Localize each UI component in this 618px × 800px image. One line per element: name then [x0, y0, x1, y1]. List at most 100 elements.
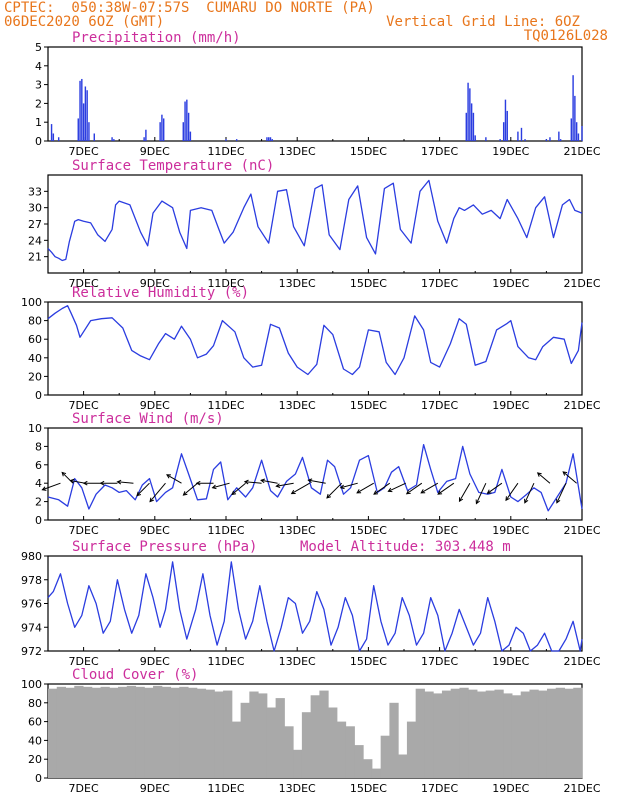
wind-arrow [276, 482, 294, 487]
wind-arrow-head [195, 480, 201, 486]
humidity-title: Relative Humidity (%) [72, 285, 249, 301]
precip-bar [570, 118, 573, 141]
precip-bar [143, 137, 145, 141]
cloud-cover-x-tick-label: 13DEC [279, 782, 316, 795]
precipitation-x-tick-label: 13DEC [279, 145, 316, 158]
grid-line-note: Vertical Grid Line: 6OZ [386, 14, 580, 30]
precipitation-x-tick-label: 21DEC [563, 145, 600, 158]
wind-x-tick-label: 19DEC [492, 524, 529, 537]
cloud-bar [538, 690, 548, 778]
wind-y-tick-label: 2 [35, 496, 42, 509]
humidity-frame [47, 301, 583, 396]
precip-bar [184, 101, 186, 141]
precip-bar [269, 137, 272, 141]
precipitation-x-tick-label: 11DEC [207, 145, 244, 158]
cloud-bar [153, 685, 163, 778]
pressure-x-tick-label: 15DEC [350, 655, 387, 668]
precipitation-y-tick-label: 1 [35, 116, 42, 129]
wind-arrow [136, 482, 150, 496]
cloud-bar [345, 726, 355, 778]
cloud-cover-y-tick-label: 100 [21, 678, 42, 691]
wind-arrow [231, 482, 246, 495]
cloud-bar [450, 688, 460, 778]
humidity-y-tick-label: 20 [28, 370, 42, 383]
cloud-bar [231, 721, 242, 778]
humidity-y-tick-label: 60 [28, 333, 42, 346]
temperature-y-tick-label: 27 [28, 218, 42, 231]
cloud-bar [135, 686, 145, 778]
temperature-y-tick-label: 21 [28, 251, 42, 264]
cloud-cover-y-tick-label: 60 [28, 716, 42, 729]
precip-bar [549, 137, 551, 141]
precipitation-panel [44, 46, 583, 142]
wind-x-tick-label: 11DEC [207, 524, 244, 537]
cloud-bar [91, 687, 102, 778]
cloud-cover-x-tick-label: 7DEC [69, 782, 99, 795]
precipitation-x-tick-label: 9DEC [140, 145, 170, 158]
precip-bar [465, 112, 468, 141]
wind-arrow-head [211, 484, 217, 490]
wind-arrow [487, 482, 503, 494]
temperature-x-tick-label: 15DEC [350, 277, 387, 290]
wind-y-tick-label: 6 [35, 459, 42, 472]
humidity-x-tick-label: 13DEC [279, 399, 316, 412]
precip-bar [235, 139, 238, 141]
wind-arrow-head [243, 479, 249, 485]
cloud-bar [424, 691, 434, 778]
precip-bar [499, 139, 501, 141]
wind-title: Surface Wind (m/s) [72, 411, 224, 427]
wind-arrow-head [149, 497, 154, 503]
precip-bar [113, 139, 115, 141]
precip-bar [502, 122, 505, 141]
wind-y-tick-label: 10 [28, 422, 42, 435]
cloud-bar [83, 686, 93, 778]
cloud-bar [328, 707, 338, 778]
cloud-cover-y-tick-label: 20 [28, 753, 42, 766]
precip-bar [268, 137, 270, 141]
cloud-bar [293, 749, 303, 778]
cloud-cover-y-tick-label: 80 [28, 697, 42, 710]
wind-arrow [437, 482, 455, 495]
temperature-x-tick-label: 11DEC [207, 277, 244, 290]
cloud-bar [354, 745, 364, 778]
cloud-bar [459, 687, 469, 778]
precip-bar [517, 131, 519, 141]
precip-bar [558, 131, 560, 141]
cloud-bar [476, 691, 487, 778]
cloud-bar [240, 702, 250, 778]
precipitation-y-tick-label: 2 [35, 97, 42, 110]
cloud-cover-title: Cloud Cover (%) [72, 667, 198, 683]
wind-arrow [562, 471, 577, 484]
cloud-bar [310, 695, 320, 778]
wind-arrow [166, 474, 182, 484]
temperature-x-tick-label: 7DEC [69, 277, 99, 290]
cloud-bar [433, 693, 443, 778]
cloud-bar [48, 688, 58, 778]
wind-arrow [505, 482, 519, 501]
precip-bar [50, 124, 53, 141]
cloud-bar [485, 690, 495, 778]
cloud-bar [546, 688, 557, 778]
wind-arrow [420, 482, 439, 494]
pressure-line [47, 561, 583, 652]
humidity-y-tick-label: 80 [28, 315, 42, 328]
temperature-x-tick-label: 21DEC [563, 277, 600, 290]
pressure-y-tick-label: 974 [21, 621, 42, 634]
cloud-bar [529, 689, 539, 778]
cloud-bar [258, 693, 268, 778]
wind-x-tick-label: 15DEC [350, 524, 387, 537]
wind-arrow-head [166, 474, 171, 479]
wind-arrow [42, 482, 61, 491]
pressure-x-tick-label: 9DEC [140, 655, 170, 668]
temperature-y-tick-label: 33 [28, 185, 42, 198]
wind-arrow-head [339, 484, 345, 490]
cloud-bar [214, 691, 224, 778]
precip-bar [81, 78, 83, 141]
humidity-x-tick-label: 21DEC [563, 399, 600, 412]
cloud-bar [266, 707, 277, 778]
precip-bar [581, 125, 583, 141]
precipitation-y-tick-label: 3 [35, 79, 42, 92]
cloud-bar [179, 686, 189, 778]
pressure-x-tick-label: 19DEC [492, 655, 529, 668]
